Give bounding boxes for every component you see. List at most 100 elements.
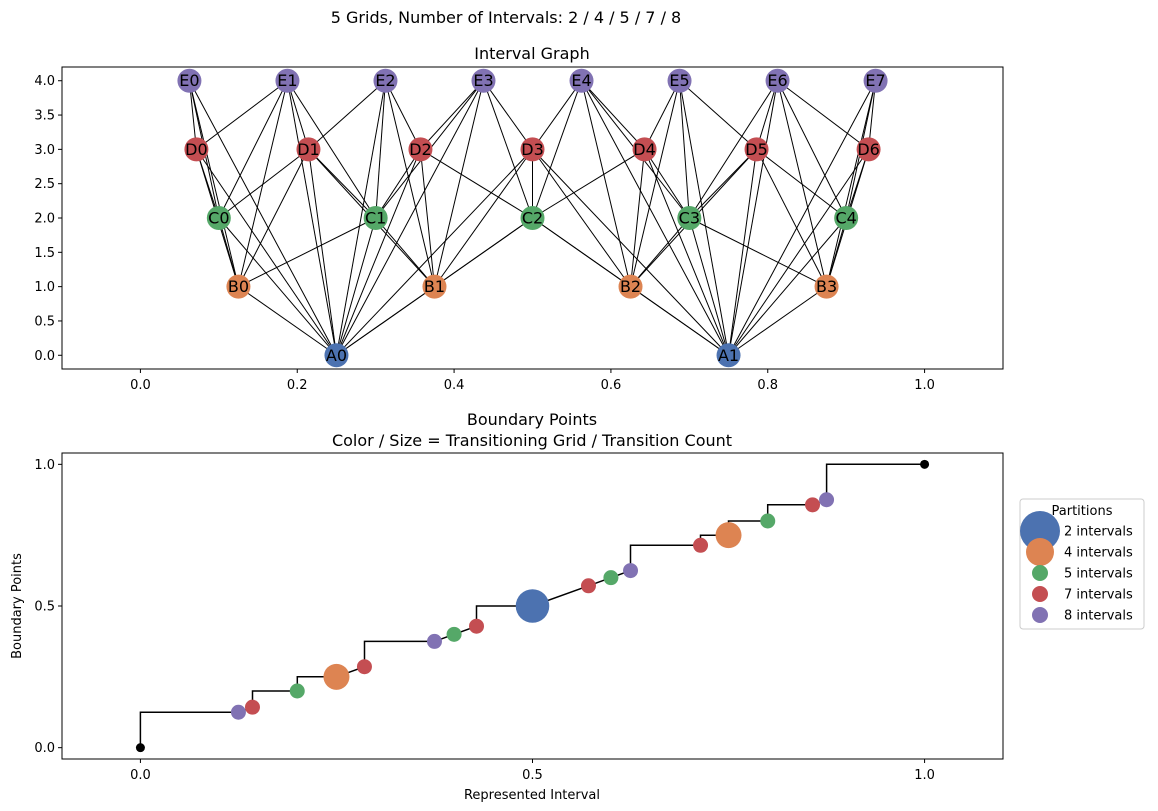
graph-node-label: E7 <box>865 71 885 90</box>
interval-graph-edges <box>188 80 877 356</box>
graph-node-label: E0 <box>179 71 199 90</box>
graph-node-label: E1 <box>277 71 297 90</box>
graph-node-b2 <box>618 274 643 299</box>
graph-edge <box>728 80 877 356</box>
y-tick-label: 1.5 <box>34 246 55 261</box>
graph-node-label: D1 <box>297 140 320 159</box>
graph-node-b1 <box>422 274 447 299</box>
interval-graph-nodes: A0 A1 B0 B1 B2 B3 C0 C1 C2 C3 C4 D0 D1 D2 D3 D4 D5 D6 E0 E1… <box>177 68 888 368</box>
graph-node-label: E6 <box>767 71 787 90</box>
graph-node-label: C0 <box>208 209 229 228</box>
graph-edge <box>483 80 533 219</box>
legend-entry-label: 4 intervals <box>1064 546 1133 561</box>
legend-entry-label: 5 intervals <box>1064 567 1133 582</box>
interval-graph-chart: Interval Graph A0 A1 B0 B1 B2 B3 C0 C1 C2 C3 C4 D0 D… <box>34 44 1004 393</box>
boundary-point <box>819 492 835 508</box>
figure-suptitle: 5 Grids, Number of Intervals: 2 / 4 / 5 … <box>331 8 681 27</box>
legend-entry-label: 7 intervals <box>1064 588 1133 603</box>
graph-node-label: D6 <box>857 140 880 159</box>
graph-edge <box>336 80 484 356</box>
graph-edge <box>287 80 377 219</box>
x-tick-label: 0.6 <box>601 378 622 393</box>
graph-edge <box>433 80 484 287</box>
interval-graph-title: Interval Graph <box>474 44 589 63</box>
graph-node-c4 <box>834 206 859 230</box>
graph-edge <box>777 80 869 150</box>
graph-node-e2 <box>373 68 398 93</box>
x-tick-label: 0.0 <box>130 768 151 783</box>
graph-node-label: B2 <box>620 277 641 296</box>
graph-node-b3 <box>814 274 839 299</box>
boundary-points-title: Boundary Points <box>467 410 597 429</box>
boundary-point <box>715 522 742 549</box>
graph-edge <box>728 286 827 356</box>
boundary-point <box>426 633 442 649</box>
graph-edge <box>375 217 435 287</box>
boundary-point <box>230 704 246 720</box>
y-tick-label: 1.0 <box>34 280 55 295</box>
graph-edge <box>336 149 533 356</box>
y-tick-label: 0.5 <box>34 600 55 615</box>
interval-graph-y-axis: 0.0 0.5 1.0 1.5 2.0 2.5 3.0 3.5 4.0 <box>34 74 62 364</box>
graph-node-label: C2 <box>522 209 543 228</box>
boundary-endpoint <box>920 459 930 469</box>
graph-node-c3 <box>677 206 702 230</box>
graph-edge <box>532 149 729 356</box>
graph-node-label: A1 <box>718 346 739 365</box>
graph-edge <box>532 80 582 150</box>
graph-edge <box>188 80 239 287</box>
x-tick-label: 1.0 <box>914 768 935 783</box>
boundary-point <box>289 683 305 699</box>
graph-node-c1 <box>363 206 388 230</box>
boundary-point <box>244 699 260 715</box>
graph-node-label: D5 <box>745 140 768 159</box>
graph-edge <box>688 80 778 219</box>
graph-edge <box>756 148 847 219</box>
graph-edge <box>532 80 582 219</box>
graph-node-label: E4 <box>571 71 591 90</box>
graph-edge <box>188 80 337 356</box>
graph-node-label: C3 <box>679 209 700 228</box>
graph-edge <box>335 80 386 356</box>
legend-entries: 2 intervals 4 intervals 5 intervals 7 inter… <box>1020 511 1133 624</box>
boundary-point <box>580 578 596 594</box>
graph-edge <box>196 80 288 150</box>
graph-edge <box>630 80 681 287</box>
graph-edge <box>728 80 779 356</box>
graph-node-a0 <box>324 343 349 368</box>
graph-edge <box>532 148 645 219</box>
x-tick-label: 0.0 <box>130 378 151 393</box>
legend-marker-b <box>1026 538 1054 566</box>
y-tick-label: 4.0 <box>34 74 55 89</box>
graph-node-c0 <box>206 206 231 230</box>
x-tick-label: 0.8 <box>757 378 778 393</box>
graph-edge <box>679 80 757 150</box>
graph-edge <box>644 80 680 150</box>
graph-node-label: C1 <box>365 209 386 228</box>
graph-edge <box>335 149 421 356</box>
y-tick-label: 3.5 <box>34 109 55 124</box>
graph-edge <box>581 80 729 356</box>
y-tick-label: 2.5 <box>34 177 55 192</box>
graph-edge <box>630 149 646 287</box>
graph-edge <box>777 80 847 219</box>
legend-entry-label: 2 intervals <box>1064 525 1133 540</box>
graph-node-d0 <box>184 137 209 162</box>
graph-node-label: E2 <box>375 71 395 90</box>
y-tick-label: 0.5 <box>34 314 55 329</box>
graph-edge <box>238 286 337 356</box>
graph-edge <box>286 80 337 356</box>
graph-edge <box>384 80 435 287</box>
boundary-point <box>356 659 372 675</box>
graph-node-label: D3 <box>521 140 544 159</box>
boundary-points-chart: Boundary Points Color / Size = Transitio… <box>10 410 1145 803</box>
x-tick-label: 0.2 <box>287 378 308 393</box>
boundary-points-y-label: Boundary Points <box>10 553 25 659</box>
y-tick-label: 0.0 <box>34 741 55 756</box>
graph-edge <box>385 80 421 150</box>
legend-title: Partitions <box>1052 504 1113 519</box>
graph-node-e1 <box>275 68 300 93</box>
boundary-points-y-axis: 0.0 0.5 1.0 <box>34 458 62 756</box>
boundary-point <box>603 570 619 586</box>
graph-edge <box>728 217 847 356</box>
